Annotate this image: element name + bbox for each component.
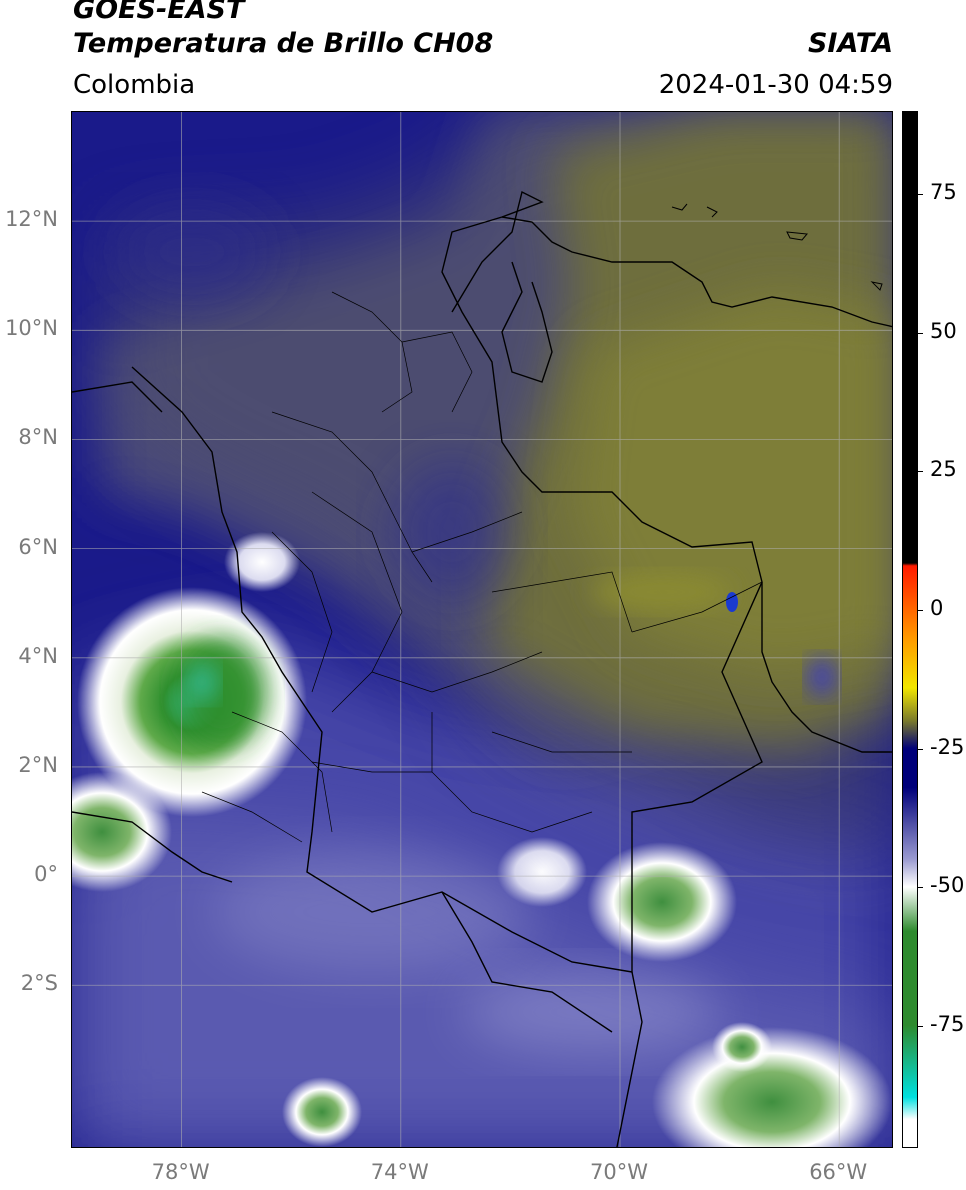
cirrus-band: [462, 972, 722, 1052]
datetime-label: 2024-01-30 04:59: [658, 70, 893, 100]
colorbar-tick-label: 0: [930, 596, 944, 621]
island-outlines: [671, 203, 883, 291]
colorbar-tick-label: 75: [930, 180, 957, 205]
cloud-spot: [224, 532, 300, 592]
lat-tick-label: 12°N: [5, 207, 58, 232]
cold-dot: [726, 592, 738, 612]
colorbar-tick-label: -75: [930, 1012, 965, 1036]
brazil-peru-border: [616, 971, 643, 1147]
colorbar-tick-label: -50: [930, 873, 965, 898]
country-borders: [72, 190, 892, 1147]
lat-tick-label: 2°N: [18, 752, 58, 777]
department-borders: [201, 291, 763, 843]
colombia-border: [131, 190, 763, 973]
storm-cell-south: [282, 1077, 362, 1147]
map-canvas: [72, 112, 892, 1147]
colorbar-tick-mark: [917, 887, 923, 889]
colorbar-tick-label: 25: [930, 457, 957, 482]
product-title: GOES-EAST: [73, 0, 245, 25]
region-label: Colombia: [73, 70, 196, 100]
colorbar-tick-mark: [917, 471, 923, 473]
organization-label: SIATA: [807, 28, 893, 59]
lon-tick-label: 74°W: [370, 1160, 429, 1184]
blue-patch: [808, 657, 836, 697]
peru-border: [441, 891, 613, 1033]
storm-cell-small: [712, 1022, 772, 1072]
gridlines: [72, 112, 892, 1147]
storm-peak: [187, 664, 217, 700]
lat-tick-label: 6°N: [18, 534, 58, 559]
maracaibo-lake: [501, 261, 553, 383]
caribbean-coast: [501, 216, 892, 328]
colorbar-tick-mark: [917, 194, 923, 196]
ecuador-border: [72, 811, 233, 883]
colorbar-tick-mark: [917, 748, 923, 750]
product-subtitle: Temperatura de Brillo CH08: [73, 28, 494, 59]
colorbar-tick-label: 50: [930, 318, 957, 343]
lat-tick-label: 4°N: [18, 643, 58, 668]
blue-patch: [112, 202, 272, 302]
lat-tick-label: 8°N: [18, 425, 58, 450]
lon-tick-label: 70°W: [590, 1160, 648, 1184]
colorbar-tick-label: -25: [930, 734, 965, 759]
colorbar-tick-mark: [917, 332, 923, 334]
lat-tick-label: 2°S: [20, 971, 58, 996]
panama-coast: [72, 381, 163, 413]
storm-cell-west: [72, 772, 172, 892]
lon-tick-label: 78°W: [151, 1160, 210, 1184]
satellite-map[interactable]: [71, 111, 893, 1148]
warm-spot: [592, 574, 732, 610]
lat-tick-label: 0°: [34, 862, 58, 887]
temperature-colorbar: [902, 111, 918, 1148]
lon-tick-label: 66°W: [809, 1160, 868, 1184]
venezuela-brazil-border: [761, 582, 892, 753]
lat-tick-label: 10°N: [5, 316, 58, 341]
blue-patch: [392, 462, 512, 602]
storm-cell-amazon: [587, 842, 737, 962]
colorbar-tick-mark: [917, 1026, 923, 1027]
storm-cell-southeast: [652, 1027, 892, 1147]
colorbar-tick-mark: [917, 610, 923, 612]
